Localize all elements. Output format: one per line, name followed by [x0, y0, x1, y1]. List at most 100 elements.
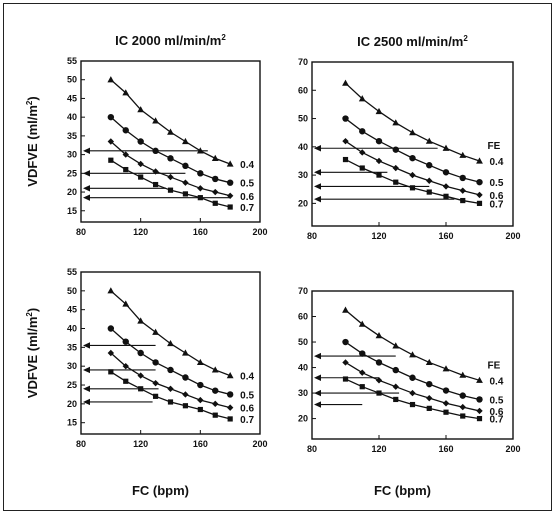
data-point-square [409, 185, 416, 191]
reference-arrow-head [83, 147, 90, 155]
x-tick-label: 200 [252, 227, 267, 237]
x-tick-label: 160 [438, 231, 453, 241]
chart-panel-2: 20 30 40 50 60 70 80 120 160 200 0.4 0.5 0.60.7 FE IC … [298, 34, 521, 241]
data-point-diamond [182, 391, 189, 398]
data-point-circle [226, 179, 234, 186]
series-label-fe-0.5: 0.5 [240, 179, 254, 190]
data-point-circle [212, 387, 219, 394]
data-point-circle [197, 170, 204, 177]
data-point-circle [137, 349, 144, 357]
data-point-square [460, 413, 466, 419]
data-point-triangle [211, 366, 219, 373]
reference-arrow-head [83, 385, 90, 392]
data-point-diamond [442, 400, 450, 407]
data-point-diamond [137, 160, 144, 168]
y-tick-label: 15 [67, 418, 77, 428]
data-point-diamond [122, 362, 129, 370]
series-line-fe-0.7 [110, 159, 231, 208]
data-point-triangle [375, 332, 383, 339]
panel-title: IC 2000 ml/min/m2 [115, 33, 226, 48]
x-tick-label: 120 [133, 227, 148, 237]
data-point-square [123, 378, 129, 384]
data-point-triangle [211, 154, 219, 161]
y-axis-label-superscript: 2 [25, 312, 34, 317]
data-point-triangle [196, 147, 204, 154]
x-tick-label: 120 [133, 439, 148, 449]
data-point-square [167, 187, 174, 193]
data-point-circle [197, 381, 204, 389]
data-point-diamond [409, 171, 416, 179]
y-tick-label: 60 [298, 85, 308, 95]
data-point-circle [442, 387, 450, 394]
data-point-square [476, 200, 483, 206]
data-point-diamond [197, 185, 204, 192]
data-point-diamond [342, 137, 349, 145]
y-axis-label-end: ) [25, 96, 40, 100]
data-point-square [182, 191, 189, 197]
data-point-square [460, 197, 466, 204]
series-label-fe-0.5: 0.5 [240, 390, 254, 401]
data-point-circle [182, 374, 189, 381]
data-point-triangle [476, 376, 483, 383]
y-tick-label: 40 [67, 324, 77, 334]
data-point-square [426, 189, 432, 195]
data-point-square [476, 415, 483, 422]
y-tick-label: 30 [298, 170, 308, 180]
data-point-circle [459, 392, 466, 399]
data-point-diamond [167, 173, 174, 181]
data-point-circle [107, 113, 115, 121]
data-point-triangle [409, 351, 416, 358]
data-point-square [376, 390, 382, 396]
data-point-diamond [182, 179, 189, 186]
y-tick-label: 25 [67, 168, 77, 178]
y-tick-label: 55 [67, 267, 77, 277]
x-tick-label: 120 [371, 444, 386, 454]
chart-panel-4: 20 30 40 50 60 70 80 120 160 200 0.4 0.50.60.7 FE FC … [298, 286, 521, 498]
x-tick-label: 120 [371, 231, 386, 241]
y-tick-label: 50 [298, 114, 308, 124]
y-tick-label: 20 [67, 187, 77, 197]
data-point-circle [392, 146, 399, 153]
data-point-square [342, 376, 349, 382]
y-axis-label-superscript: 2 [25, 100, 34, 105]
reference-arrow-head [314, 195, 321, 203]
data-point-square [197, 406, 203, 413]
y-tick-label: 30 [67, 150, 77, 160]
data-point-diamond [459, 403, 466, 411]
data-point-triangle [442, 365, 450, 372]
data-point-triangle [122, 89, 130, 96]
data-point-triangle [409, 129, 416, 136]
data-point-triangle [342, 306, 349, 313]
data-point-triangle [226, 160, 234, 167]
data-point-triangle [196, 358, 204, 366]
data-point-square [182, 403, 189, 409]
data-point-circle [375, 359, 383, 366]
data-point-triangle [107, 287, 115, 294]
data-point-circle [122, 338, 129, 345]
data-point-square [443, 193, 449, 199]
data-point-diamond [359, 149, 366, 156]
data-point-diamond [122, 151, 129, 158]
reference-arrow-head [83, 342, 90, 349]
reference-arrow-head [314, 352, 321, 360]
series-line-fe-0.5 [110, 328, 231, 396]
data-point-triangle [375, 107, 383, 115]
data-point-circle [342, 115, 349, 122]
data-point-circle [392, 366, 399, 374]
data-point-diamond [359, 369, 366, 376]
data-point-square [227, 416, 233, 422]
data-point-square [138, 174, 144, 180]
reference-arrow-head [83, 185, 90, 192]
reference-arrow-head [83, 170, 90, 177]
data-point-square [376, 172, 382, 178]
data-point-diamond [107, 138, 115, 145]
series-label-fe-0.4: 0.4 [240, 372, 254, 383]
data-point-circle [476, 396, 483, 403]
data-point-diamond [137, 372, 144, 379]
data-point-triangle [459, 151, 467, 158]
y-tick-label: 45 [67, 305, 77, 315]
y-axis-label: VDFVE (ml/m2) [25, 96, 40, 186]
data-point-square [138, 386, 144, 392]
reference-arrow-head [314, 389, 321, 397]
